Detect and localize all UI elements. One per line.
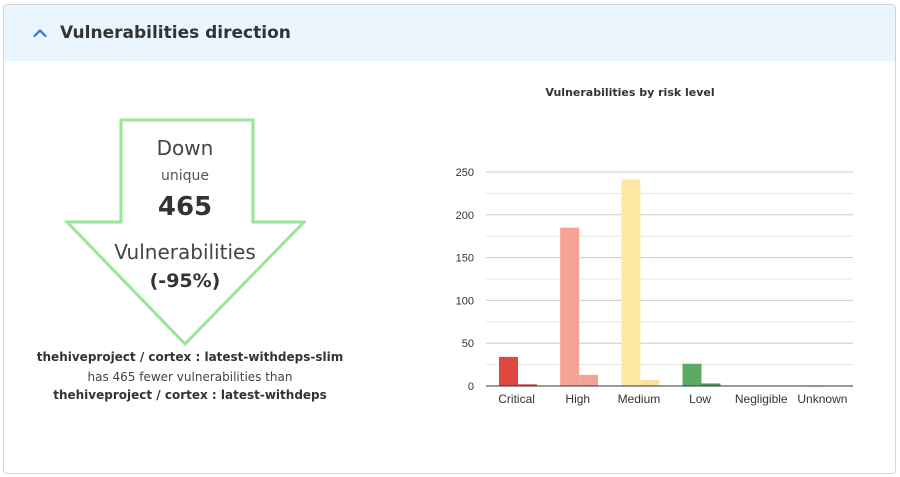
x-tick-label: Low: [689, 392, 711, 406]
vulnerability-count: 465: [157, 192, 213, 222]
qualifier-label: unique: [160, 168, 209, 184]
y-tick-label: 150: [456, 253, 474, 265]
bar-medium-1: [621, 179, 641, 386]
x-tick-label: Critical: [498, 392, 535, 406]
x-tick-label: Unknown: [797, 392, 847, 406]
y-tick-label: 200: [456, 210, 474, 222]
bar-low-1: [682, 363, 702, 386]
x-tick-label: High: [565, 392, 590, 406]
percent-change: (-95%): [149, 270, 221, 292]
bar-low-2: [701, 383, 721, 386]
bar-critical-1: [499, 356, 518, 386]
down-arrow-icon: [64, 118, 306, 347]
direction-arrow-card: Down unique 465 Vulnerabilities (-95%): [64, 118, 306, 348]
chevron-up-icon[interactable]: [32, 25, 48, 41]
direction-label: Down: [156, 136, 214, 160]
y-tick-label: 50: [462, 338, 474, 350]
y-tick-label: 100: [456, 295, 474, 307]
x-tick-label: Negligible: [735, 392, 788, 406]
panel-title: Vulnerabilities direction: [60, 23, 291, 43]
y-tick-label: 250: [456, 167, 474, 179]
chart-title: Vulnerabilities by risk level: [545, 86, 715, 99]
noun-label: Vulnerabilities: [114, 240, 256, 264]
comparison-text: has 465 fewer vulnerabilities than: [87, 370, 293, 384]
image-a-name: thehiveproject / cortex : latest-withdep…: [36, 350, 344, 364]
panel-header[interactable]: Vulnerabilities direction: [4, 5, 895, 61]
y-tick-label: 0: [468, 381, 474, 393]
bar-critical-2: [518, 384, 537, 386]
image-b-name: thehiveproject / cortex : latest-withdep…: [53, 388, 327, 402]
x-tick-label: Medium: [618, 392, 661, 406]
bar-high-2: [579, 374, 599, 386]
bar-medium-2: [640, 380, 660, 386]
bar-high-1: [560, 227, 580, 386]
